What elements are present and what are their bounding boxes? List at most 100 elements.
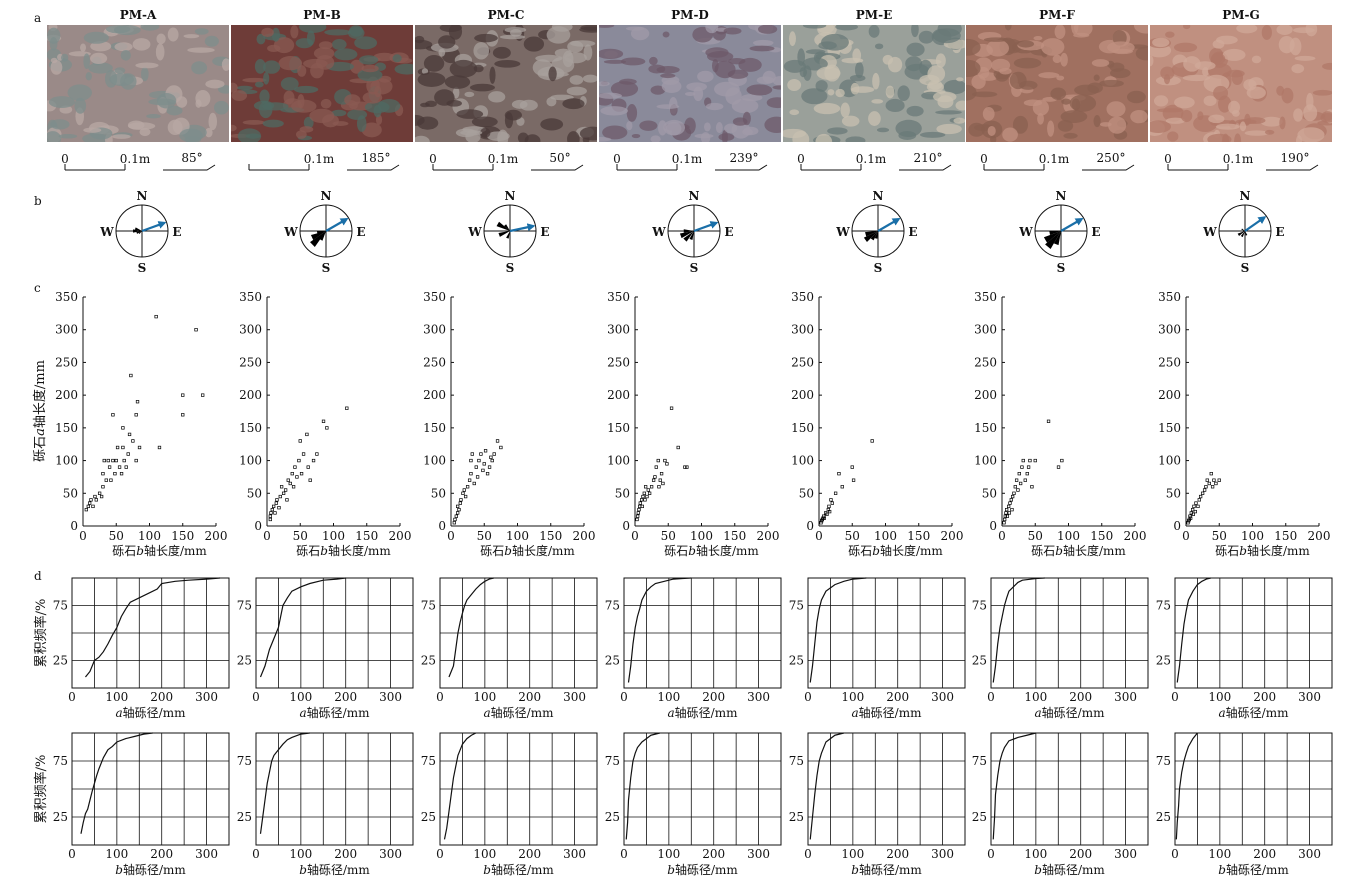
photo-pebble: [1050, 87, 1067, 100]
photo-pebble: [1295, 135, 1303, 142]
cumulative-b-plot: 0 100 200 300 25 75 b轴砾径/mm: [237, 732, 414, 877]
photo-pebble: [221, 58, 229, 71]
photo-pebble: [802, 57, 828, 71]
y-tick-label: 250: [607, 355, 630, 369]
photo-pebble: [1291, 64, 1305, 74]
scatter-point: [1194, 501, 1198, 505]
photo-pebble: [83, 53, 90, 70]
scatter-point: [656, 458, 660, 463]
scatter-point: [454, 514, 458, 518]
scatter-point: [827, 504, 831, 509]
photo-pebble: [835, 25, 859, 31]
photo-pebble: [868, 25, 880, 38]
x-tick-label: 200: [886, 690, 909, 704]
photo-pebble: [569, 75, 584, 85]
scatter-point: [485, 472, 490, 476]
x-axis-label: b轴砾径/mm: [667, 862, 738, 877]
rose-petal: [1049, 231, 1061, 236]
scatter-point: [643, 498, 647, 502]
photo-pebble: [1099, 79, 1124, 88]
photo-pebble: [242, 77, 267, 83]
photo-pebble: [446, 99, 462, 107]
photo-pebble: [827, 89, 835, 96]
photo-pebble: [364, 101, 390, 114]
cumulative-b-plot: 0 100 200 300 25 75 b轴砾径/mm: [1156, 732, 1333, 877]
photo-pebble: [789, 109, 800, 116]
photo-pebble: [438, 48, 446, 57]
scatter-point: [489, 455, 493, 459]
photo-pebble: [656, 65, 680, 74]
photo-pebble: [1322, 62, 1332, 70]
photo-pebble: [1264, 129, 1275, 135]
photo-pebble: [1260, 116, 1283, 127]
x-tick-label: 300: [1114, 847, 1137, 861]
x-tick-label: 150: [539, 529, 562, 543]
x-axis-label: 砾石b轴长度/mm: [112, 543, 207, 558]
scatter-point: [659, 472, 664, 476]
photo-pebble: [1012, 115, 1029, 134]
photo-pebble: [1251, 55, 1262, 64]
rose-petal: [870, 231, 878, 241]
photo-pebble: [1183, 25, 1191, 30]
x-tick-label: 0: [804, 847, 812, 861]
rose-petal: [683, 231, 694, 242]
photo-pebble: [187, 47, 215, 53]
photo-pebble: [47, 27, 61, 44]
y-tick-label: 25: [53, 654, 68, 668]
scatter-point: [286, 478, 290, 482]
photo-pebble: [283, 90, 295, 105]
scatter-point: [1014, 478, 1019, 482]
photo-pebble: [707, 51, 734, 62]
photo-pebble: [1244, 113, 1251, 126]
photo-pebble: [757, 25, 778, 34]
photo-pebble: [1017, 40, 1035, 48]
photo-pebble: [789, 31, 796, 47]
photo-pebble: [986, 39, 1010, 57]
scatter-point: [1020, 465, 1024, 469]
y-tick-label: 75: [605, 599, 620, 613]
y-tick-label: 75: [53, 754, 68, 768]
photo-pebble: [1246, 86, 1266, 99]
photo-pebble: [874, 43, 884, 50]
photo-pebble: [919, 131, 946, 138]
photo-pebble: [80, 43, 87, 52]
scatter-point: [1021, 458, 1025, 463]
photo-pebble: [135, 62, 159, 69]
scale-label: 0.1m: [120, 152, 151, 166]
photo-pebble: [885, 98, 905, 113]
photo-pebble: [303, 116, 314, 129]
flow-direction-arrow: [141, 221, 167, 233]
x-tick-label: 0: [436, 847, 444, 861]
photo-pebble: [661, 79, 682, 94]
photo-pebble: [1236, 25, 1258, 34]
photo-pebble: [1004, 25, 1012, 31]
rose-petal: [1245, 231, 1248, 236]
y-tick-label: 75: [237, 754, 252, 768]
scatter-point: [638, 504, 642, 509]
photo-pebble: [114, 67, 126, 74]
outcrop-photo: [599, 25, 781, 142]
y-axis-label: 砾石a轴长度/mm: [32, 360, 48, 462]
y-tick-label: 0: [806, 519, 814, 533]
site-column-pm-c: PM-C 0 0.1m 50° N S W E 0 50 100 150 200 0 50 100 150 200…: [415, 8, 598, 877]
cumulative-curve: [992, 577, 1045, 683]
scatter-point: [851, 478, 856, 482]
photo-pebble: [113, 25, 141, 36]
rose-petal: [1241, 228, 1245, 231]
x-axis-label: 砾石b轴长度/mm: [1215, 543, 1310, 558]
y-tick-label: 25: [789, 654, 804, 668]
scale-label: 0.1m: [488, 152, 519, 166]
x-axis-label: 砾石b轴长度/mm: [848, 543, 943, 558]
scatter-point: [1209, 472, 1213, 476]
photo-pebble: [474, 33, 498, 43]
orientation-label: 50°: [549, 151, 570, 165]
x-tick-label: 300: [1114, 690, 1137, 704]
x-tick-label: 100: [841, 847, 864, 861]
photo-pebble: [148, 98, 176, 106]
photo-pebble: [267, 44, 281, 53]
y-tick-label: 300: [55, 323, 78, 337]
photo-pebble: [242, 120, 265, 125]
photo-pebble: [580, 25, 597, 31]
scatter-point: [87, 501, 92, 505]
photo-pebble: [966, 38, 981, 56]
